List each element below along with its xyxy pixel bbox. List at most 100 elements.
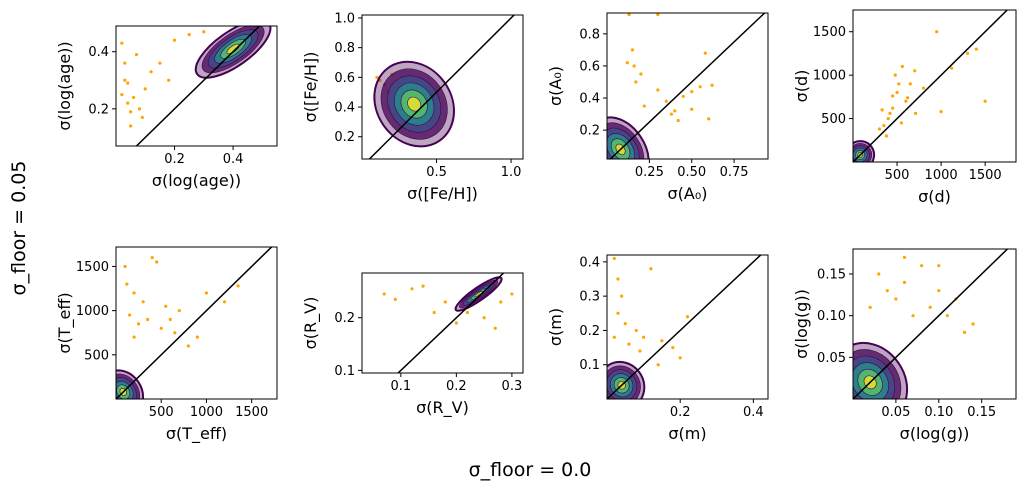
- scatter-point: [913, 69, 917, 73]
- scatter-point: [886, 116, 890, 121]
- scatter-point: [965, 51, 970, 56]
- scatter-point: [137, 107, 142, 111]
- scatter-point: [676, 118, 680, 123]
- scatter-point: [173, 331, 177, 335]
- one-to-one-line: [853, 249, 1009, 399]
- scatter-point: [939, 110, 943, 114]
- scatter-point: [669, 112, 674, 116]
- panel-Teff: 500 1000 1500 500 1000 1500 σ(T_eff) σ(T_eff): [55, 246, 278, 444]
- y-axis-label: σ(d): [792, 70, 811, 103]
- x-tick-label: 0.4: [743, 405, 764, 420]
- x-tick-label: 0.05: [881, 405, 910, 420]
- scatter-point: [897, 82, 901, 86]
- y-tick-label: 0.10: [817, 309, 846, 324]
- scatter-point: [920, 264, 924, 268]
- one-to-one-line: [853, 10, 1009, 162]
- scatter-point: [627, 342, 631, 346]
- y-tick-label: 1000: [813, 69, 846, 84]
- x-axis-label: σ(T_eff): [166, 424, 227, 444]
- scatter-point: [195, 335, 200, 339]
- y-tick-label: 0.4: [88, 45, 109, 60]
- y-tick-label: 0.05: [817, 351, 846, 366]
- scatter-point: [143, 87, 147, 91]
- y-tick-label: 0.4: [579, 255, 600, 270]
- scatter-point: [868, 305, 872, 309]
- scatter-point: [891, 106, 895, 110]
- y-tick-label: 500: [84, 348, 109, 363]
- scatter-point: [382, 292, 386, 296]
- y-tick-label: 0.4: [334, 101, 355, 116]
- y-axis-label: σ(m): [546, 308, 565, 346]
- scatter-point: [685, 315, 690, 319]
- x-tick-label: 0.2: [446, 379, 467, 394]
- scatter-point: [123, 78, 127, 82]
- y-tick-label: 0.2: [579, 124, 600, 139]
- x-axis-label: σ(log(age)): [152, 171, 241, 190]
- scatter-point: [120, 41, 124, 45]
- one-to-one-line: [609, 13, 766, 159]
- scatter-point: [664, 99, 668, 103]
- scatter-point: [132, 291, 136, 295]
- x-tick-label: 500: [149, 405, 174, 420]
- scatter-point: [493, 326, 497, 330]
- scatter-point: [902, 255, 907, 259]
- scatter-point: [937, 264, 941, 268]
- y-tick-label: 0.6: [334, 71, 355, 86]
- x-tick-label: 1000: [190, 405, 223, 420]
- scatter-point: [649, 267, 653, 271]
- scatter-point: [202, 30, 206, 34]
- scatter-point: [962, 330, 967, 334]
- plot-area: [853, 10, 1009, 162]
- x-axis-label: σ([Fe/H]): [407, 184, 478, 203]
- axes-frame: [606, 12, 769, 160]
- y-axis-label: σ(log(age)): [55, 41, 74, 130]
- scatter-point: [612, 256, 616, 261]
- x-tick-label: 0.10: [924, 405, 953, 420]
- x-tick-label: 0.50: [677, 165, 706, 180]
- panel-log_age: 0.2 0.4 0.2 0.4 σ(log(age)) σ(log(age)): [55, 25, 278, 190]
- y-tick-label: 0.1: [579, 358, 600, 373]
- one-to-one-line: [368, 15, 516, 159]
- y-axis-label: σ(A₀): [546, 66, 565, 106]
- scatter-point: [673, 109, 677, 113]
- x-axis-label: σ(R_V): [416, 398, 469, 418]
- scatter-point: [141, 300, 145, 304]
- axes-frame: [115, 246, 278, 400]
- scatter-point: [627, 13, 631, 17]
- plot-area: [607, 255, 762, 399]
- scatter-point: [983, 99, 987, 103]
- y-axis-label: σ([Fe/H]): [301, 52, 320, 123]
- plot-area: [120, 26, 272, 146]
- scatter-point: [630, 48, 635, 52]
- y-tick-label: 1500: [813, 25, 846, 40]
- x-tick-label: 0.75: [720, 165, 749, 180]
- plot-area: [368, 15, 516, 159]
- scatter-point: [625, 61, 629, 65]
- y-axis-label: σ(log(g)): [792, 289, 811, 359]
- one-to-one-line: [135, 26, 261, 146]
- scatter-point: [639, 72, 643, 76]
- scatter-point: [186, 344, 190, 348]
- scatter-point: [623, 321, 627, 326]
- scatter-point: [634, 328, 638, 333]
- scatter-point: [877, 127, 882, 131]
- scatter-point: [656, 88, 660, 92]
- axes-frame: [852, 9, 1017, 163]
- x-tick-label: 500: [885, 168, 910, 183]
- scatter-point: [884, 134, 889, 138]
- axes-frame: [852, 248, 1017, 400]
- scatter-point: [950, 66, 954, 70]
- axes-frame: [115, 25, 278, 147]
- x-axis-label: σ(A₀): [668, 184, 708, 203]
- scatter-point: [454, 321, 458, 325]
- scatter-point: [690, 107, 694, 111]
- scatter-point: [140, 115, 144, 120]
- scatter-point: [707, 117, 711, 121]
- scatter-point: [499, 300, 503, 304]
- contour-level: [226, 43, 240, 54]
- axes-frame: [361, 272, 524, 374]
- x-tick-label: 0.15: [967, 405, 996, 420]
- scatter-point: [911, 314, 915, 318]
- y-tick-label: 0.2: [334, 130, 355, 145]
- scatter-point: [660, 339, 664, 343]
